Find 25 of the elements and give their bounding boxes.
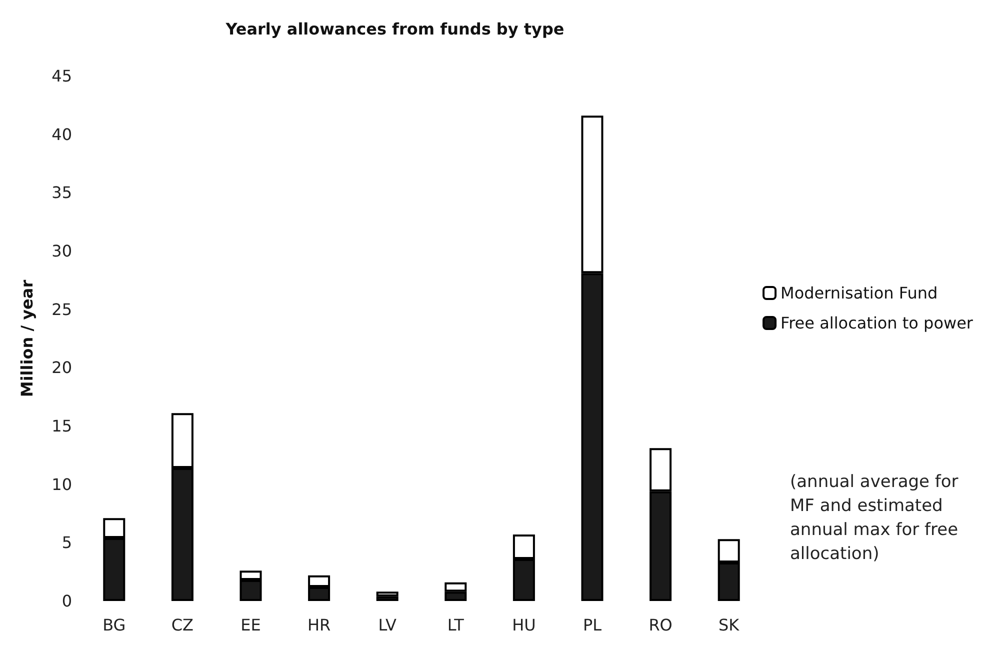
y-tick-label: 45 — [52, 66, 72, 86]
chart-title: Yearly allowances from funds by type — [224, 20, 564, 38]
x-tick-label: LV — [378, 616, 396, 634]
y-tick-label: 5 — [62, 533, 72, 552]
x-tick-label: CZ — [171, 616, 194, 634]
legend-label: Free allocation to power — [780, 314, 974, 332]
y-tick-label: 0 — [62, 592, 72, 610]
x-tick-label: SK — [718, 616, 740, 634]
y-tick-label: 30 — [52, 242, 72, 260]
y-tick-label: 40 — [52, 124, 72, 144]
legend-label: Modernisation Fund — [780, 284, 938, 302]
text: (annual average for MF and estimated annual max for free allocation) — [790, 471, 960, 566]
x-tick-label: BG — [102, 616, 126, 634]
x-tick-label: EE — [240, 616, 261, 634]
x-tick-label: HR — [307, 616, 331, 634]
y-axis-title: Million / year — [18, 280, 36, 398]
x-tick-label: PL — [582, 616, 602, 634]
x-tick-label: RO — [648, 616, 672, 634]
y-tick-label: 20 — [52, 358, 72, 378]
x-tick-label: LT — [447, 616, 464, 634]
y-tick-label: 15 — [52, 416, 72, 436]
x-tick-label: HU — [512, 616, 536, 634]
y-tick-label: 10 — [52, 474, 72, 494]
y-tick-label: 35 — [52, 183, 72, 202]
y-tick-label: 25 — [52, 300, 72, 319]
